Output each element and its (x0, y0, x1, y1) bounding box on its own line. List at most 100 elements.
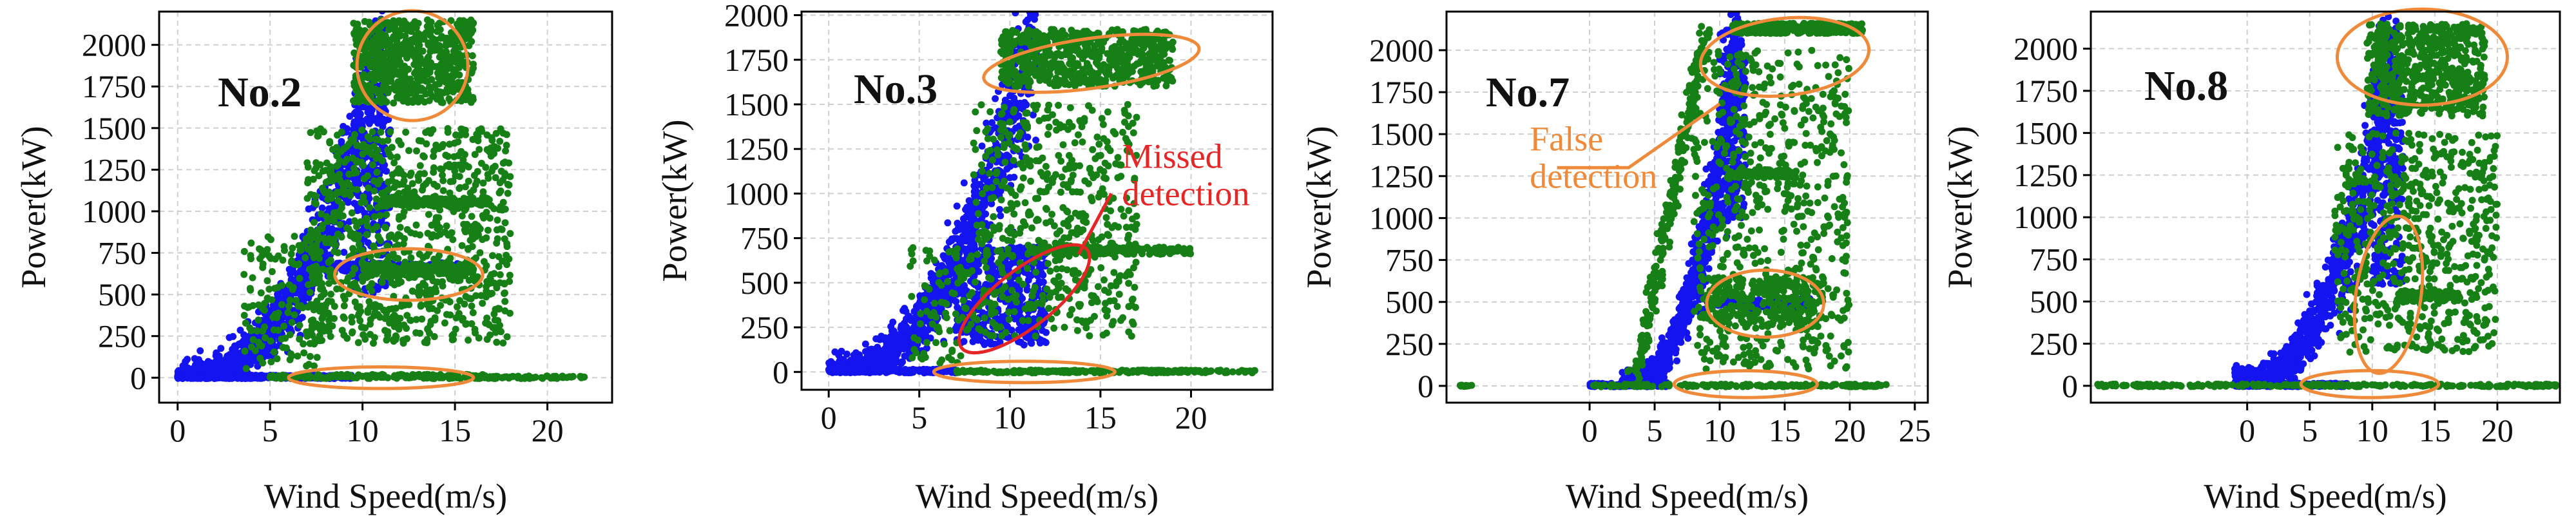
data-point (488, 137, 496, 144)
data-point (970, 188, 978, 195)
data-point (378, 99, 385, 106)
data-point (312, 193, 320, 200)
data-point (360, 72, 367, 79)
data-point (340, 313, 347, 321)
data-point (311, 340, 318, 348)
data-point (385, 186, 393, 193)
data-point (459, 156, 467, 164)
data-point (503, 243, 511, 251)
data-point (455, 310, 463, 318)
data-point (415, 62, 423, 70)
data-point (356, 246, 363, 254)
data-point (392, 333, 400, 341)
data-point (390, 159, 398, 167)
x-tick-label: 5 (262, 412, 278, 448)
data-point (469, 269, 476, 277)
y-tick-label: 250 (98, 318, 146, 354)
data-point (467, 16, 475, 24)
data-point (439, 282, 447, 290)
data-point (390, 99, 398, 107)
data-point (317, 210, 325, 218)
data-point (370, 187, 378, 195)
data-point (417, 302, 425, 309)
data-point (369, 128, 376, 136)
data-point (402, 88, 410, 96)
data-point (341, 373, 349, 381)
data-point (374, 34, 381, 41)
data-point (293, 296, 300, 304)
data-point (325, 280, 332, 287)
data-point (394, 280, 401, 287)
data-point (267, 358, 275, 366)
data-point (501, 158, 509, 166)
data-point (353, 93, 361, 101)
data-point (231, 344, 238, 352)
data-point (492, 129, 500, 137)
data-point (430, 333, 438, 340)
data-point (402, 195, 410, 203)
data-point (430, 168, 437, 176)
data-point (483, 131, 491, 139)
data-point (338, 138, 345, 146)
data-point (469, 93, 477, 101)
data-point (340, 122, 347, 130)
data-point (354, 339, 362, 347)
data-point (472, 181, 479, 189)
data-point (436, 270, 444, 278)
data-point (333, 175, 341, 183)
x-axis-title: Wind Speed(m/s) (264, 477, 507, 515)
highlight-ellipse (287, 365, 476, 390)
data-point (347, 137, 355, 145)
data-point (412, 316, 420, 323)
data-point (265, 252, 273, 260)
data-point (427, 32, 434, 39)
data-point (302, 254, 309, 262)
data-point (275, 289, 283, 297)
data-point (434, 182, 441, 190)
data-point (303, 195, 311, 202)
data-point (265, 285, 273, 293)
data-point (427, 318, 435, 325)
data-point (363, 3, 370, 10)
data-point (354, 21, 361, 28)
data-point (246, 285, 254, 292)
data-point (370, 213, 378, 220)
data-point (340, 302, 348, 310)
data-point (364, 372, 371, 379)
data-point (403, 97, 411, 105)
data-point (291, 233, 298, 240)
data-point (286, 296, 294, 304)
data-point (475, 334, 483, 342)
data-point (449, 236, 457, 244)
y-tick-label: 1250 (82, 151, 146, 187)
data-point (445, 64, 452, 72)
data-point (397, 370, 405, 378)
x-tick-label: 15 (439, 412, 471, 448)
data-point (501, 280, 508, 287)
data-point (301, 374, 309, 381)
data-point (384, 146, 392, 154)
data-point (436, 371, 444, 379)
data-point (454, 303, 461, 311)
data-point (378, 189, 385, 197)
data-point (407, 316, 415, 324)
data-point (375, 48, 383, 56)
data-point (274, 283, 282, 291)
data-point (377, 128, 385, 136)
data-point (322, 178, 330, 186)
data-point (443, 263, 450, 271)
data-point (983, 119, 990, 127)
data-point (497, 187, 505, 195)
data-point (423, 61, 431, 68)
data-point (476, 201, 484, 209)
data-point (501, 219, 509, 227)
data-point (451, 168, 459, 175)
data-point (334, 249, 341, 256)
data-point (465, 177, 472, 185)
data-point (341, 296, 349, 303)
data-point (483, 283, 490, 291)
data-point (501, 206, 509, 213)
data-point (318, 204, 326, 212)
data-point (433, 264, 441, 271)
data-point (392, 235, 399, 242)
